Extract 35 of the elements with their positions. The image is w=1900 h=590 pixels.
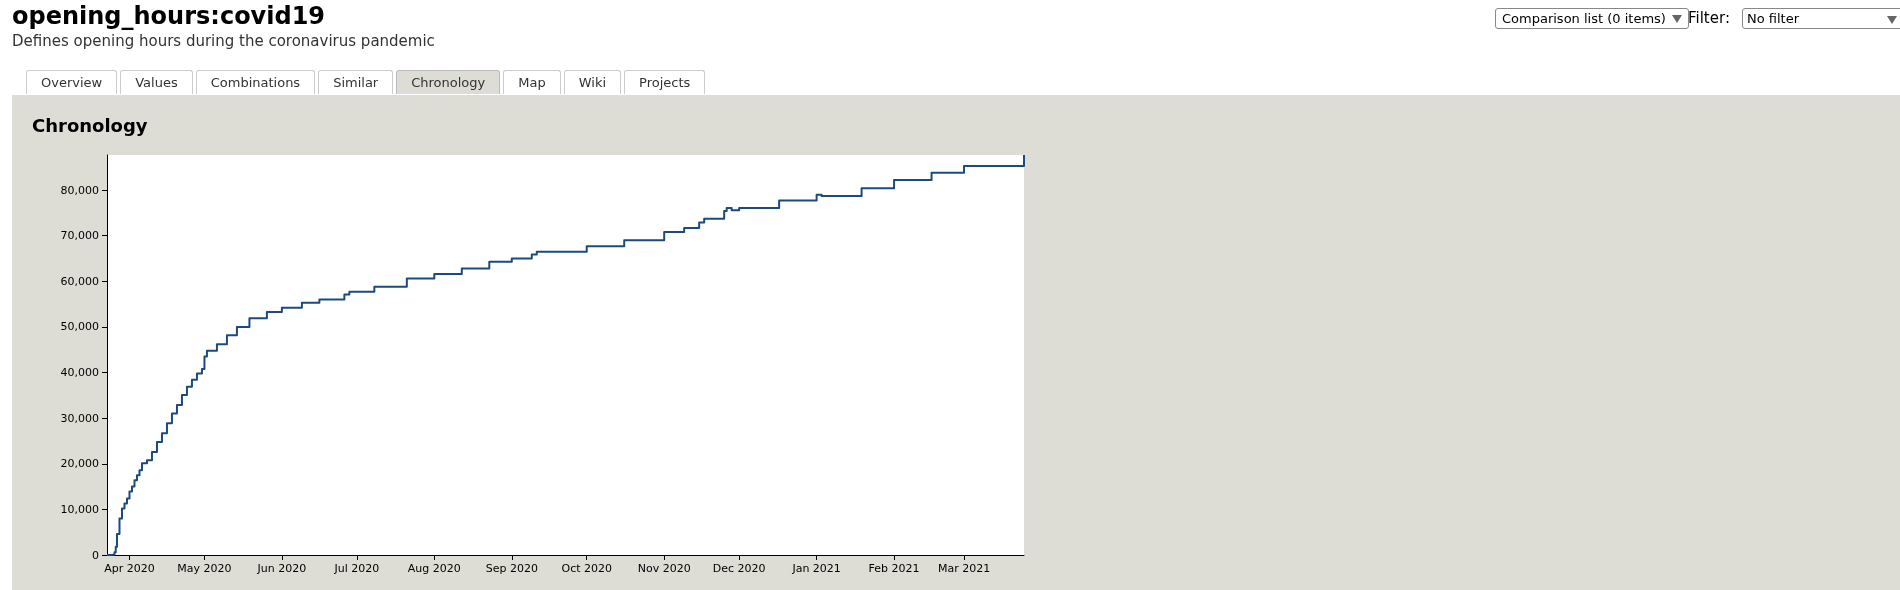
text: Values — [120, 70, 193, 94]
y-tick-label: 60,000 — [60, 274, 99, 288]
x-tick-label: Dec 2020 — [712, 562, 766, 575]
chart-title: opening_hours:covid19 — [12, 2, 326, 30]
text: Projects — [624, 70, 706, 94]
x-tick-label: Sep 2020 — [485, 562, 538, 575]
y-tick-label: 40,000 — [60, 366, 99, 380]
text: Chronology — [396, 70, 501, 94]
text: Chronology — [32, 115, 148, 136]
text: Map — [503, 70, 561, 94]
text: Similar — [318, 70, 394, 94]
x-tick-label: Jan 2021 — [791, 562, 841, 575]
text: Filter: — [1688, 9, 1730, 27]
chart-subtitle: Defines opening hours during the coronavirus pandemic — [12, 32, 435, 50]
text: Wiki — [563, 70, 622, 94]
x-tick-label: May 2020 — [177, 562, 232, 575]
x-tick-label: Jun 2020 — [256, 562, 307, 575]
text: Combinations — [195, 70, 316, 94]
x-tick-label: Mar 2021 — [937, 562, 991, 575]
y-tick-label: 30,000 — [60, 411, 99, 425]
x-tick-label: Nov 2020 — [637, 562, 691, 575]
y-tick-label: 70,000 — [60, 229, 99, 243]
x-tick-label: Oct 2020 — [561, 562, 612, 575]
y-tick-label: 80,000 — [60, 183, 99, 197]
x-tick-label: Feb 2021 — [868, 562, 920, 575]
text: Comparison list (0 items) — [1502, 11, 1666, 26]
y-tick-label: 20,000 — [60, 457, 99, 471]
y-tick-label: 10,000 — [60, 502, 99, 516]
text: Overview — [26, 70, 118, 94]
x-tick-label: Jul 2020 — [333, 562, 380, 575]
x-tick-label: Aug 2020 — [407, 562, 461, 575]
text: No filter — [1747, 11, 1800, 26]
y-tick-label: 0 — [92, 548, 99, 562]
x-tick-label: Apr 2020 — [104, 562, 155, 575]
y-tick-label: 50,000 — [60, 320, 99, 334]
